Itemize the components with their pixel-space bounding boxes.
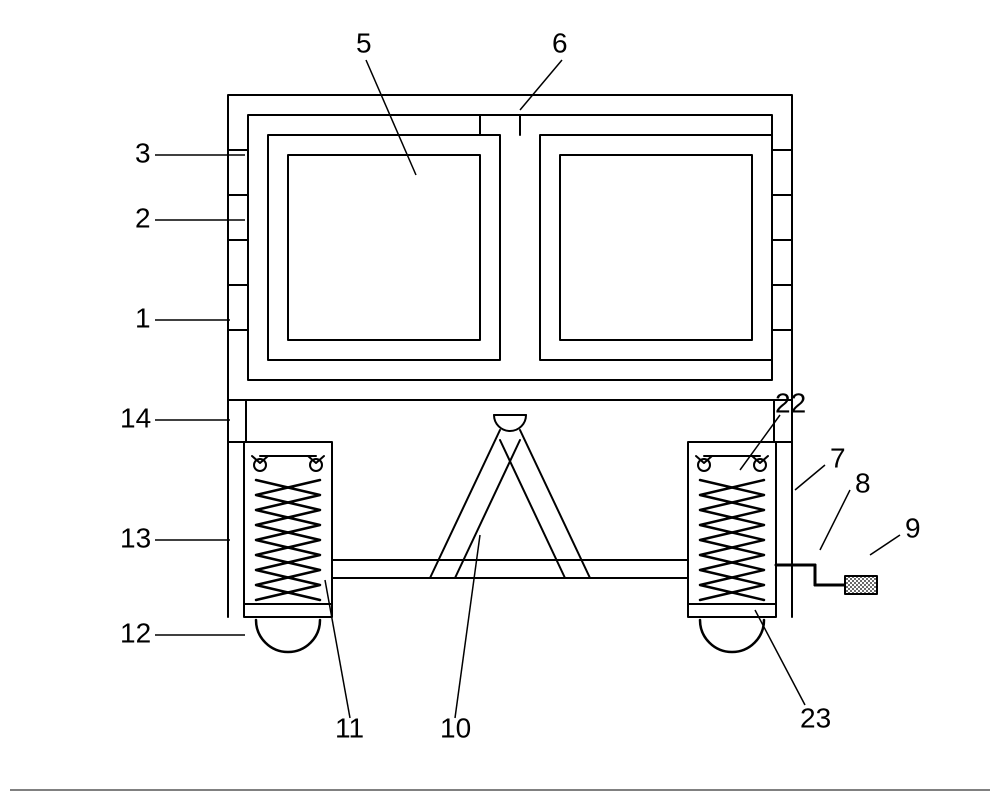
lbl-5-leader xyxy=(366,60,416,175)
coupler-eye xyxy=(698,459,710,471)
cab-outer xyxy=(228,95,792,400)
lbl-22: 22 xyxy=(775,387,806,418)
lbl-10: 10 xyxy=(440,712,471,743)
lbl-6-leader xyxy=(520,60,562,110)
lbl-12: 12 xyxy=(120,617,151,648)
lbl-14: 14 xyxy=(120,402,151,433)
coupler-eye xyxy=(754,459,766,471)
lbl-7-leader xyxy=(795,465,825,490)
lbl-11: 11 xyxy=(335,712,364,743)
lbl-9: 9 xyxy=(905,512,921,543)
lbl-23-leader xyxy=(755,610,805,705)
wheel-right xyxy=(700,620,764,652)
crank-grip xyxy=(845,576,877,594)
leg-left xyxy=(228,400,246,442)
window-left-inner xyxy=(288,155,480,340)
a-frame-strut xyxy=(500,440,565,578)
lbl-7: 7 xyxy=(830,442,846,473)
lbl-8: 8 xyxy=(855,467,871,498)
lbl-8-leader xyxy=(820,490,850,550)
window-right-outer xyxy=(540,135,772,360)
lbl-10-leader xyxy=(455,535,480,718)
lbl-11-leader xyxy=(325,580,350,718)
housing-left xyxy=(244,442,332,617)
apex-arc xyxy=(494,415,526,431)
housing-right xyxy=(688,442,776,617)
lbl-5: 5 xyxy=(356,27,372,58)
diagram-canvas: 5 6 3 2 1 14 13 12 11 10 23 9 87 22 xyxy=(0,0,1000,801)
lbl-1: 1 xyxy=(135,302,151,333)
lbl-3: 3 xyxy=(135,137,151,168)
crossbar xyxy=(332,560,688,578)
wheel-left xyxy=(256,620,320,652)
coupler-eye xyxy=(310,459,322,471)
window-right-inner xyxy=(560,155,752,340)
lbl-6: 6 xyxy=(552,27,568,58)
lbl-9-leader xyxy=(870,535,900,555)
window-left-outer xyxy=(268,135,500,360)
lbl-23: 23 xyxy=(800,702,831,733)
lbl-2: 2 xyxy=(135,202,151,233)
lbl-13: 13 xyxy=(120,522,151,553)
coupler-eye xyxy=(254,459,266,471)
